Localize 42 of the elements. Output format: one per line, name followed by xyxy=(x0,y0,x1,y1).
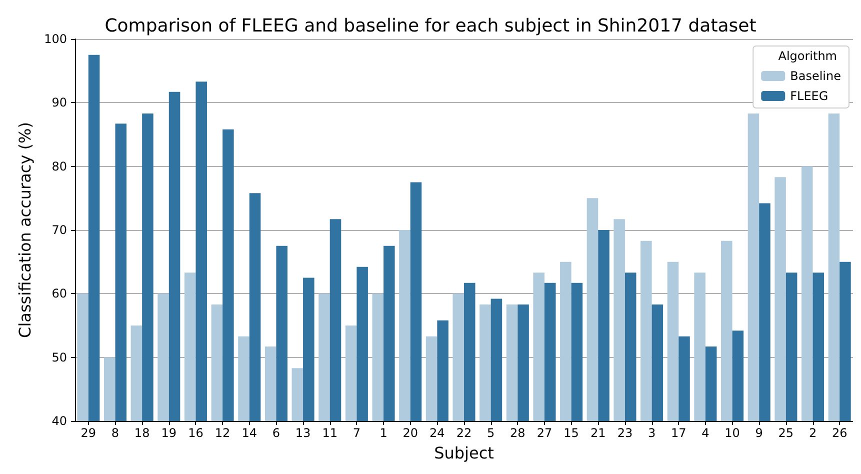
x-tick-label: 6 xyxy=(272,426,280,440)
x-tick-label: 27 xyxy=(536,426,552,440)
x-tick-label: 3 xyxy=(648,426,656,440)
legend-title: Algorithm xyxy=(778,49,838,63)
chart-title: Comparison of FLEEG and baseline for each subject in Shin2017 dataset xyxy=(104,16,756,36)
x-tick-label: 17 xyxy=(670,426,686,440)
x-tick-label: 11 xyxy=(322,426,338,440)
y-axis-title: Classification accuracy (%) xyxy=(16,122,35,338)
x-tick-label: 4 xyxy=(702,426,710,440)
x-tick-label: 23 xyxy=(617,426,633,440)
x-axis-title: Subject xyxy=(434,444,494,462)
x-tick-label: 9 xyxy=(755,426,763,440)
y-tick-label: 70 xyxy=(52,223,67,237)
x-tick-label: 29 xyxy=(80,426,96,440)
x-tick-label: 12 xyxy=(214,426,230,440)
x-tick-label: 13 xyxy=(295,426,311,440)
y-tick-label: 80 xyxy=(52,159,67,174)
x-tick-label: 28 xyxy=(510,426,526,440)
x-tick-label: 8 xyxy=(111,426,120,440)
legend-label: Baseline xyxy=(790,69,842,83)
y-tick-label: 50 xyxy=(52,350,67,364)
x-tick-label: 18 xyxy=(134,426,150,440)
y-tick-label: 100 xyxy=(44,32,67,46)
x-tick-label: 24 xyxy=(430,426,445,440)
y-tick-label: 40 xyxy=(52,414,67,428)
x-tick-label: 1 xyxy=(380,426,388,440)
y-tick-label: 90 xyxy=(52,96,67,110)
x-tick-label: 2 xyxy=(808,426,817,440)
x-tick-label: 16 xyxy=(188,426,204,440)
legend-label: FLEEG xyxy=(790,89,828,103)
x-tick-label: 7 xyxy=(352,426,361,440)
x-tick-label: 19 xyxy=(161,426,177,440)
x-tick-label: 5 xyxy=(487,426,495,440)
x-tick-label: 25 xyxy=(778,426,794,440)
x-tick-label: 21 xyxy=(590,426,606,440)
x-tick-label: 15 xyxy=(564,426,579,440)
x-tick-label: 10 xyxy=(724,426,740,440)
x-tick-label: 14 xyxy=(242,426,258,440)
x-tick-label: 20 xyxy=(402,426,418,440)
x-tick-label: 26 xyxy=(832,426,848,440)
x-tick-label: 22 xyxy=(456,426,472,440)
y-tick-label: 60 xyxy=(52,286,67,301)
